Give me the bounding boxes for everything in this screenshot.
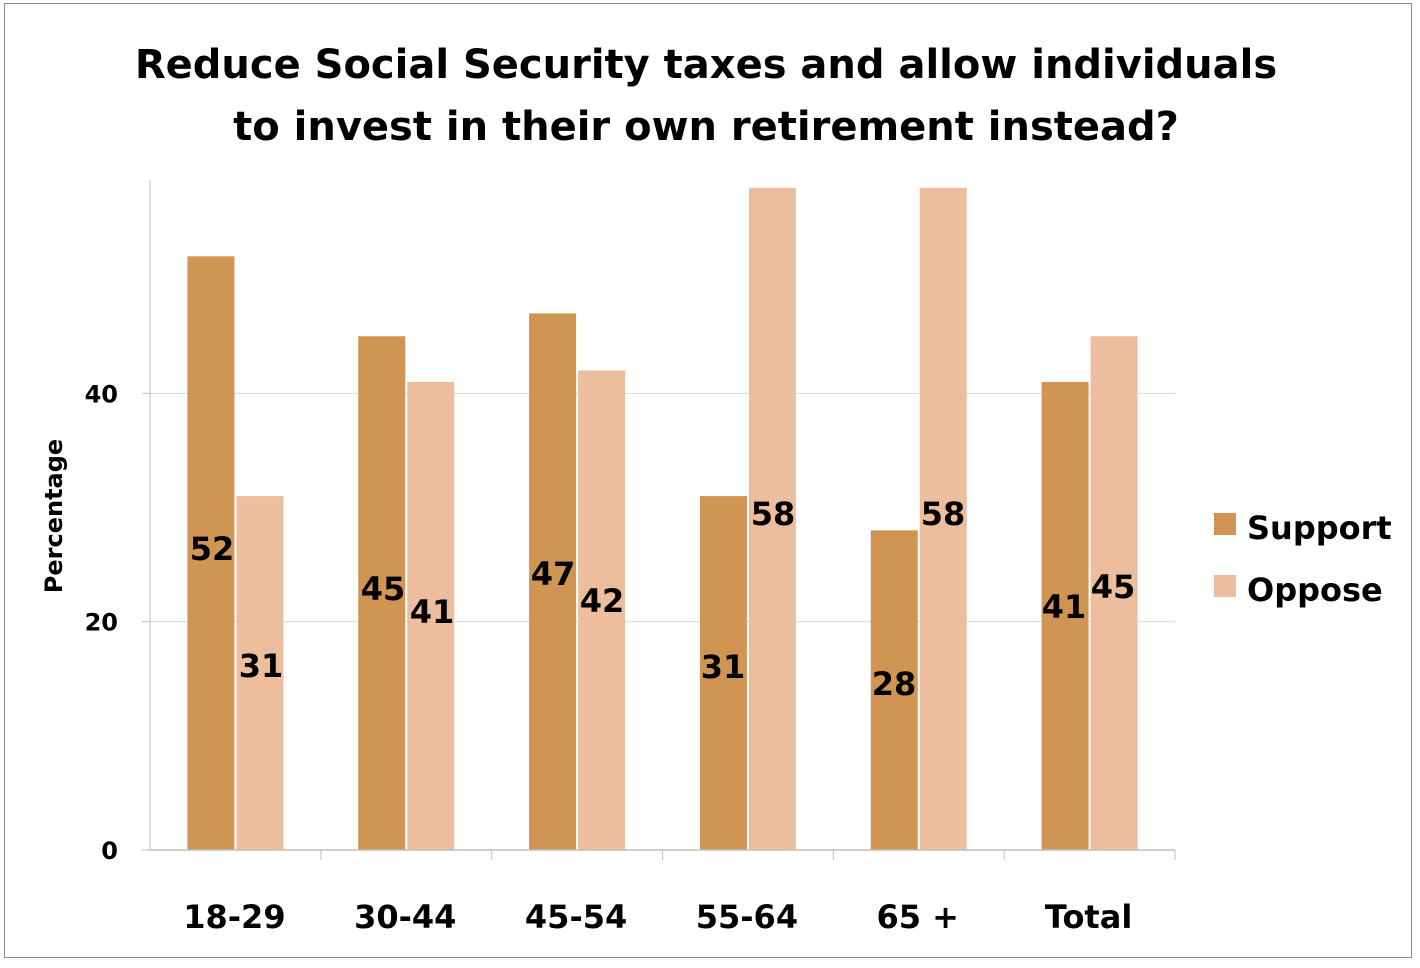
data-labels: 52 45 47 31 28 41 31 41 42 58 58 45 [190, 495, 1136, 703]
value-label-support: 31 [701, 648, 746, 686]
bar-oppose-5 [1090, 336, 1138, 850]
chart-title-line-1: Reduce Social Security taxes and allow i… [134, 42, 1278, 88]
chart-title-line-2: to invest in their own retirement instea… [233, 104, 1179, 150]
bars [187, 187, 1138, 851]
x-tick-label: 65 + [877, 898, 959, 936]
value-label-oppose: 42 [580, 582, 625, 620]
legend-label-oppose: Oppose [1247, 571, 1383, 609]
legend-swatch-oppose [1214, 575, 1236, 597]
y-tick-label: 0 [101, 837, 118, 865]
legend-label-support: Support [1247, 509, 1392, 547]
bar-oppose-3 [748, 187, 796, 851]
x-tick-label: 18-29 [183, 898, 285, 936]
gridlines [150, 392, 1175, 623]
value-label-oppose: 58 [921, 495, 966, 533]
legend: Support Oppose [1214, 509, 1392, 609]
value-label-support: 41 [1042, 588, 1087, 626]
bar-oppose-4 [919, 187, 967, 851]
value-label-support: 28 [872, 665, 917, 703]
bar-support-1 [358, 336, 406, 850]
value-label-oppose: 31 [239, 647, 284, 685]
bar-support-5 [1041, 381, 1089, 850]
bar-oppose-1 [407, 381, 455, 850]
y-tick-label: 20 [85, 609, 118, 637]
x-tick-label: Total [1045, 898, 1132, 936]
value-label-oppose: 58 [751, 495, 796, 533]
value-label-support: 47 [531, 555, 576, 593]
value-label-support: 52 [190, 530, 235, 568]
bar-oppose-2 [578, 370, 626, 850]
y-axis-title: Percentage [40, 439, 68, 593]
y-tick-label: 40 [85, 380, 118, 408]
legend-swatch-support [1214, 513, 1236, 535]
axes: 0 20 40 18-29 30-44 45-54 55-64 65 + Total [85, 180, 1176, 936]
chart-title: Reduce Social Security taxes and allow i… [0, 34, 1412, 158]
bar-support-0 [187, 256, 235, 850]
x-tick-label: 55-64 [696, 898, 798, 936]
bar-support-3 [699, 496, 747, 850]
bar-support-2 [529, 313, 577, 851]
value-label-support: 45 [361, 570, 406, 608]
value-label-oppose: 41 [410, 593, 455, 631]
x-tick-label: 30-44 [354, 898, 456, 936]
bar-oppose-0 [236, 496, 284, 850]
x-tick-label: 45-54 [525, 898, 627, 936]
bar-support-4 [870, 530, 918, 850]
value-label-oppose: 45 [1091, 568, 1136, 606]
